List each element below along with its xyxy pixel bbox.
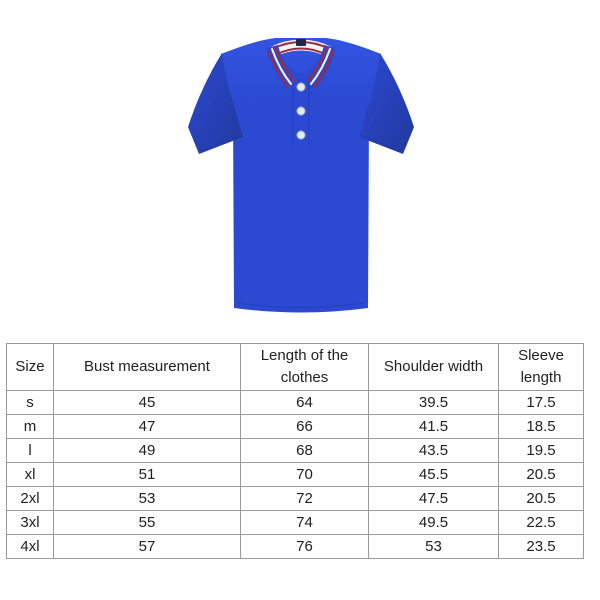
measurement-cell: 76	[240, 534, 369, 559]
polo-button-icon	[296, 82, 306, 92]
size-cell: l	[6, 438, 54, 463]
measurement-cell: 53	[53, 486, 241, 511]
measurement-cell: 23.5	[498, 534, 584, 559]
column-header: Bust measurement	[53, 343, 241, 391]
measurement-cell: 55	[53, 510, 241, 535]
measurement-cell: 53	[368, 534, 499, 559]
table-row: l 49 68 43.5 19.5	[6, 438, 584, 463]
polo-shirt-image	[188, 38, 414, 313]
size-cell: 3xl	[6, 510, 54, 535]
polo-torso	[221, 38, 381, 313]
size-chart-table: Size Bust measurement Length of the clothe…	[6, 343, 584, 559]
measurement-cell: 43.5	[368, 438, 499, 463]
column-header: Shoulder width	[368, 343, 499, 391]
size-cell: s	[6, 390, 54, 415]
size-chart-header-row: Size Bust measurement Length of the clothe…	[6, 343, 584, 391]
measurement-cell: 68	[240, 438, 369, 463]
table-row: 4xl 57 76 53 23.5	[6, 534, 584, 559]
product-image	[186, 26, 416, 318]
measurement-cell: 18.5	[498, 414, 584, 439]
polo-left-sleeve	[188, 53, 243, 154]
table-row: s 45 64 39.5 17.5	[6, 390, 584, 415]
table-row: xl 51 70 45.5 20.5	[6, 462, 584, 487]
measurement-cell: 64	[240, 390, 369, 415]
table-row: 3xl 55 74 49.5 22.5	[6, 510, 584, 535]
measurement-cell: 20.5	[498, 462, 584, 487]
size-chart-body: s 45 64 39.5 17.5 m 47 66 41.5 18.5 l 49 68 43.5 19.5 x…	[6, 390, 584, 559]
table-row: m 47 66 41.5 18.5	[6, 414, 584, 439]
measurement-cell: 45	[53, 390, 241, 415]
measurement-cell: 47.5	[368, 486, 499, 511]
size-cell: m	[6, 414, 54, 439]
measurement-cell: 51	[53, 462, 241, 487]
measurement-cell: 70	[240, 462, 369, 487]
column-header: Length of the clothes	[240, 343, 369, 391]
measurement-cell: 39.5	[368, 390, 499, 415]
polo-button-icon	[296, 130, 306, 140]
polo-button-icon	[296, 106, 306, 116]
column-header: Size	[6, 343, 54, 391]
measurement-cell: 41.5	[368, 414, 499, 439]
table-row: 2xl 53 72 47.5 20.5	[6, 486, 584, 511]
measurement-cell: 17.5	[498, 390, 584, 415]
measurement-cell: 72	[240, 486, 369, 511]
measurement-cell: 49.5	[368, 510, 499, 535]
measurement-cell: 49	[53, 438, 241, 463]
measurement-cell: 22.5	[498, 510, 584, 535]
measurement-cell: 74	[240, 510, 369, 535]
polo-right-sleeve	[359, 53, 414, 154]
column-header: Sleeve length	[498, 343, 584, 391]
measurement-cell: 20.5	[498, 486, 584, 511]
measurement-cell: 45.5	[368, 462, 499, 487]
measurement-cell: 66	[240, 414, 369, 439]
size-cell: 4xl	[6, 534, 54, 559]
size-cell: xl	[6, 462, 54, 487]
measurement-cell: 57	[53, 534, 241, 559]
brand-label	[296, 39, 306, 46]
size-cell: 2xl	[6, 486, 54, 511]
measurement-cell: 47	[53, 414, 241, 439]
measurement-cell: 19.5	[498, 438, 584, 463]
